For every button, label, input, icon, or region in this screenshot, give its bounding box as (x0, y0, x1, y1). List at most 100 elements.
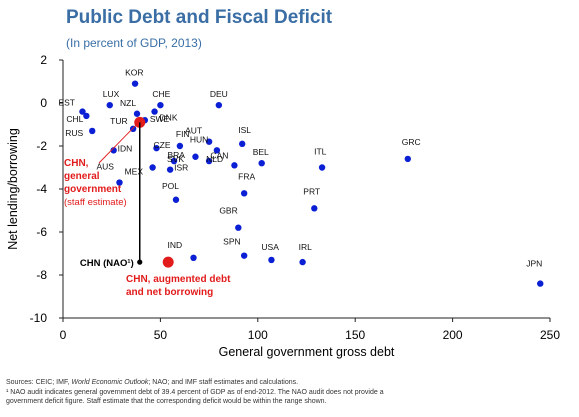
point-label-cze: CZE (154, 140, 171, 150)
point-label-mex: MEX (125, 167, 144, 177)
point-label-aus: AUS (96, 162, 114, 172)
point-label-nzl: NZL (120, 98, 136, 108)
point-label-svk: SVK (167, 154, 184, 164)
x-tick-label: 200 (443, 328, 463, 342)
sources-note: Sources: CEIC; IMF, World Economic Outlo… (6, 379, 299, 386)
point-label-hun: HUN (190, 134, 208, 144)
data-point-nzl (133, 110, 141, 117)
point-label-lux: LUX (103, 89, 120, 99)
data-point-spn (240, 252, 248, 259)
point-label-grc: GRC (402, 137, 421, 147)
data-point-ind (190, 254, 197, 261)
chart-title: Public Debt and Fiscal Deficit (66, 7, 333, 28)
data-point-hun (213, 147, 221, 154)
data-point-isr (166, 166, 174, 173)
point-label-prt: PRT (303, 186, 320, 196)
point-label-gbr: GBR (219, 206, 237, 216)
point-label-che: CHE (152, 89, 170, 99)
data-point-fin (176, 142, 184, 150)
data-point-fra (240, 190, 248, 197)
data-point-pol (172, 196, 180, 203)
chart-subtitle: (In percent of GDP, 2013) (66, 36, 202, 50)
data-point-cze (153, 144, 160, 152)
data-point-tur (129, 125, 137, 132)
data-point-gbr (235, 224, 242, 231)
point-label-spn: SPN (223, 237, 240, 247)
point-label-idn: IDN (118, 143, 133, 153)
point-label-usa: USA (261, 242, 279, 252)
data-point-nld (205, 157, 213, 165)
annotation-augmented: CHN, augmented debt and net borrowing (126, 274, 231, 298)
data-point-che (157, 101, 164, 109)
x-tick-label: 150 (345, 328, 365, 342)
data-point-grc (404, 155, 411, 163)
y-tick-label: -2 (36, 139, 47, 153)
y-tick-label: -4 (36, 182, 47, 196)
annotation-general-government: CHN, general government (staff estimate) (64, 158, 127, 208)
point-label-aut: AUT (185, 126, 202, 136)
y-tick-label: -10 (30, 311, 48, 325)
point-label-kor: KOR (125, 68, 143, 78)
point-label-swe: SWE (150, 114, 170, 124)
x-tick-label: 100 (248, 328, 268, 342)
point-label-jpn: JPN (526, 259, 542, 269)
data-point-itl (318, 164, 326, 171)
scatter-chart: 0 50 100 150 200 250 2 0 -2 -4 -6 -8 -10 General gove… (6, 53, 560, 359)
point-label-nld: NLD (206, 154, 223, 164)
data-point-irl (299, 258, 306, 266)
data-point-mex (149, 164, 156, 171)
point-label-tur: TUR (110, 116, 127, 126)
y-tick-label: -6 (36, 225, 47, 239)
axes: 0 50 100 150 200 250 2 0 -2 -4 -6 -8 -10 General gove… (6, 53, 560, 359)
y-tick-label: 0 (40, 96, 47, 110)
chn-highlight-point (162, 256, 174, 268)
data-point-dnk (151, 108, 158, 115)
data-point-isl (239, 140, 246, 148)
point-label-bel: BEL (253, 147, 269, 157)
point-label-irl: IRL (299, 242, 313, 252)
x-tick-label: 0 (60, 328, 67, 342)
annotation-leader-line (98, 125, 137, 164)
data-point-chl (83, 112, 90, 120)
point-label-rus: RUS (65, 128, 83, 138)
data-point-deu (215, 101, 223, 109)
point-label-chn-nao: CHN (NAO¹) (80, 258, 134, 269)
point-label-dnk: DNK (160, 113, 178, 123)
point-label-itl: ITL (314, 147, 327, 157)
data-point-aus (116, 179, 123, 186)
point-label-isl: ISL (238, 125, 251, 135)
data-point-jpn (537, 280, 544, 287)
y-tick-label: 2 (40, 53, 47, 67)
data-point-aut (205, 138, 213, 145)
data-point-bel (258, 160, 265, 167)
data-point-est (79, 108, 86, 115)
point-label-est: EST (58, 98, 75, 108)
x-tick-label: 50 (154, 328, 168, 342)
data-point-svk (170, 157, 178, 165)
chart-marks (79, 80, 544, 287)
point-label-chl: CHL (66, 114, 83, 124)
y-tick-label: -8 (36, 268, 47, 282)
point-label-fin: FIN (176, 129, 190, 139)
data-point-can (231, 162, 238, 169)
point-label-isr: ISR (174, 163, 188, 173)
point-label-deu: DEU (210, 89, 228, 99)
footnote-line-2: government deficit figure. Staff estimat… (6, 398, 327, 405)
data-point-rus (89, 127, 96, 135)
x-axis-label: General government gross debt (219, 345, 395, 359)
data-point-kor (131, 80, 139, 87)
point-label-bra: BRA (167, 150, 185, 160)
point-label-can: CAN (210, 150, 228, 160)
footnote-line-1: ¹ NAO audit indicates general government… (6, 389, 384, 396)
y-axis-label: Net lending/borrowing (6, 128, 20, 250)
data-point-idn (110, 147, 117, 154)
point-label-fra: FRA (238, 171, 255, 181)
point-label-ind: IND (168, 240, 183, 250)
x-tick-label: 250 (540, 328, 560, 342)
data-point-prt (311, 205, 318, 212)
point-label-pol: POL (162, 181, 179, 191)
data-point-usa (268, 256, 275, 264)
data-point-lux (106, 101, 113, 109)
data-point-bra (192, 153, 199, 160)
point-labels: KOR EST LUX CHE DEU CHL NZL DNK RUS TUR SWE AUT ISL I… (58, 68, 542, 298)
